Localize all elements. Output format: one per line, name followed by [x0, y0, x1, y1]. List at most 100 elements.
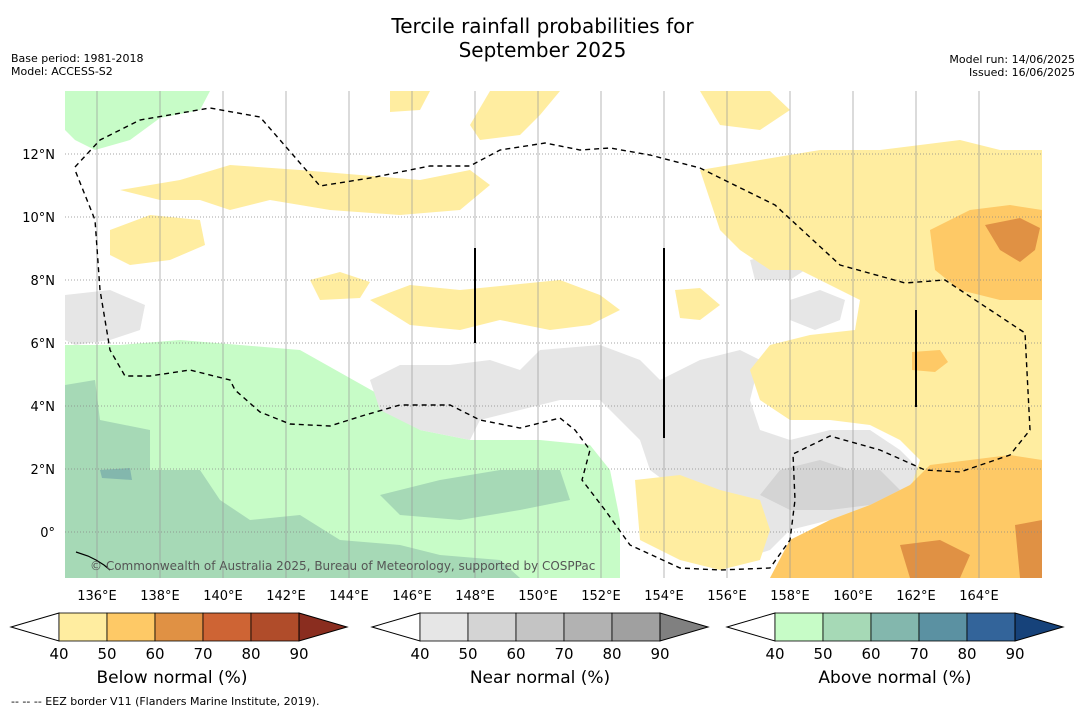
above-normal-region-darker: [100, 468, 132, 480]
near-normal-region-west: [65, 290, 145, 345]
colorbar-tick-label: 80: [602, 645, 621, 663]
colorbar-segment: [58, 612, 108, 642]
y-tick-label: 8°N: [31, 274, 56, 289]
colorbar-segment: [774, 612, 824, 642]
colorbar-tick-label: 90: [289, 645, 308, 663]
x-tick-label: 140°E: [203, 589, 243, 604]
colorbar-segment: [106, 612, 156, 642]
below-normal-region-south-east: [770, 455, 1042, 578]
colorbar-tick-label: 70: [909, 645, 928, 663]
colorbar-tick-label: 90: [1005, 645, 1024, 663]
colorbar-segment: [966, 612, 1016, 642]
run-info: Model run: 14/06/2025 Issued: 16/06/2025: [949, 53, 1075, 79]
x-tick-label: 154°E: [644, 589, 684, 604]
x-tick-label: 162°E: [896, 589, 936, 604]
grid: [65, 91, 1042, 578]
below-normal-region-mid: [370, 280, 620, 330]
model-label: Model: ACCESS-S2: [11, 65, 113, 78]
below-normal-region-east-dark: [985, 218, 1040, 262]
copyright-text: © Commonwealth of Australia 2025, Bureau…: [90, 559, 595, 573]
title-line-2: September 2025: [458, 38, 627, 62]
colorbar-tick-label: 40: [765, 645, 784, 663]
below-normal-region-center: [310, 272, 370, 300]
colorbar-segment: [419, 612, 469, 642]
x-tick-label: 158°E: [770, 589, 810, 604]
colorbar-segment: [467, 612, 517, 642]
below-normal-region-south-east-dark: [900, 540, 970, 578]
x-tick-label: 142°E: [266, 589, 306, 604]
colorbar-tick-label: 90: [650, 645, 669, 663]
x-tick-label: 152°E: [581, 589, 621, 604]
colorbar-tick-label: 50: [813, 645, 832, 663]
x-tick-label: 136°E: [77, 589, 117, 604]
x-tick-label: 164°E: [959, 589, 999, 604]
x-axis-ticks: 136°E 138°E 140°E 142°E 144°E 146°E 148°E 150°E…: [77, 589, 999, 604]
colorbar-tick-label: 70: [193, 645, 212, 663]
below-normal-region-top-center: [470, 91, 560, 140]
colorbar-segment: [918, 612, 968, 642]
colorbar-segment: [202, 612, 252, 642]
colorbar: 40 50 60 70 80 90: [725, 612, 1065, 663]
colorbar-segment: [822, 612, 872, 642]
colorbar-tick-label: 80: [957, 645, 976, 663]
y-tick-label: 12°N: [22, 148, 55, 163]
colorbar-high-extension: [1014, 612, 1065, 642]
colorbar-tick-label: 40: [49, 645, 68, 663]
y-tick-label: 6°N: [31, 337, 56, 352]
y-axis-ticks: 12°N 10°N 8°N 6°N 4°N 2°N 0°: [22, 148, 55, 541]
colorbar-tick-label: 50: [458, 645, 477, 663]
y-tick-label: 2°N: [31, 463, 56, 478]
colorbar-tick-label: 80: [241, 645, 260, 663]
eez-boundary: [74, 107, 1031, 571]
below-normal-region-top-east: [700, 91, 790, 130]
colorbar-segment: [563, 612, 613, 642]
above-normal-region-north: [65, 91, 210, 150]
colorbar-segment: [870, 612, 920, 642]
above-normal-region-dark: [65, 380, 520, 578]
colorbar-segment: [515, 612, 565, 642]
colorbar-low-extension: [370, 612, 421, 642]
colorbar-low-extension: [9, 612, 60, 642]
y-tick-label: 0°: [40, 526, 55, 541]
x-tick-label: 148°E: [455, 589, 495, 604]
base-info: Base period: 1981-2018 Model: ACCESS-S2: [11, 52, 143, 78]
colorbar-high-extension: [298, 612, 349, 642]
x-tick-label: 144°E: [329, 589, 369, 604]
colorbar-tick-label: 50: [97, 645, 116, 663]
colorbar-segment: [250, 612, 300, 642]
colorbar-low-extension: [725, 612, 776, 642]
issued-label: Issued: 16/06/2025: [968, 66, 1075, 79]
below-normal-region-north: [390, 91, 430, 112]
colorbar: 40 50 60 70 80 90: [370, 612, 710, 663]
below-normal-region-nw: [110, 215, 205, 265]
below-normal-region-north-band: [120, 165, 490, 215]
below-normal-region-far-east-dark: [1015, 520, 1042, 578]
base-period-label: Base period: 1981-2018: [11, 52, 144, 65]
colorbar-title-below: Below normal (%): [96, 668, 248, 688]
probability-fields: © Commonwealth of Australia 2025, Bureau…: [65, 91, 1042, 578]
map-title: Tercile rainfall probabilities for Septe…: [0, 14, 1085, 62]
model-run-label: Model run: 14/06/2025: [949, 53, 1075, 66]
x-tick-label: 160°E: [833, 589, 873, 604]
colorbar-segment: [611, 612, 661, 642]
y-tick-label: 10°N: [22, 211, 55, 226]
title-line-1: Tercile rainfall probabilities for: [391, 14, 694, 38]
colorbar: 40 50 60 70 80 90: [9, 612, 349, 663]
colorbar-tick-label: 40: [410, 645, 429, 663]
colorbar-title-near: Near normal (%): [469, 668, 611, 688]
below-normal-region-south-center: [635, 475, 770, 570]
y-tick-label: 4°N: [31, 400, 56, 415]
colorbar-tick-label: 70: [554, 645, 573, 663]
colorbar-title-above: Above normal (%): [818, 668, 972, 688]
colorbar-high-extension: [659, 612, 710, 642]
island-coast-sw: [75, 551, 111, 571]
eez-footnote: -- -- -- EEZ border V11 (Flanders Marine…: [11, 695, 320, 708]
colorbars: 40 50 60 70 80 90 40 50 60 70 80 90 40 50 60 70 80 90: [9, 612, 1065, 663]
colorbar-tick-label: 60: [145, 645, 164, 663]
x-tick-label: 150°E: [518, 589, 558, 604]
colorbar-segment: [154, 612, 204, 642]
x-tick-label: 146°E: [392, 589, 432, 604]
x-tick-label: 138°E: [140, 589, 180, 604]
colorbar-tick-label: 60: [506, 645, 525, 663]
